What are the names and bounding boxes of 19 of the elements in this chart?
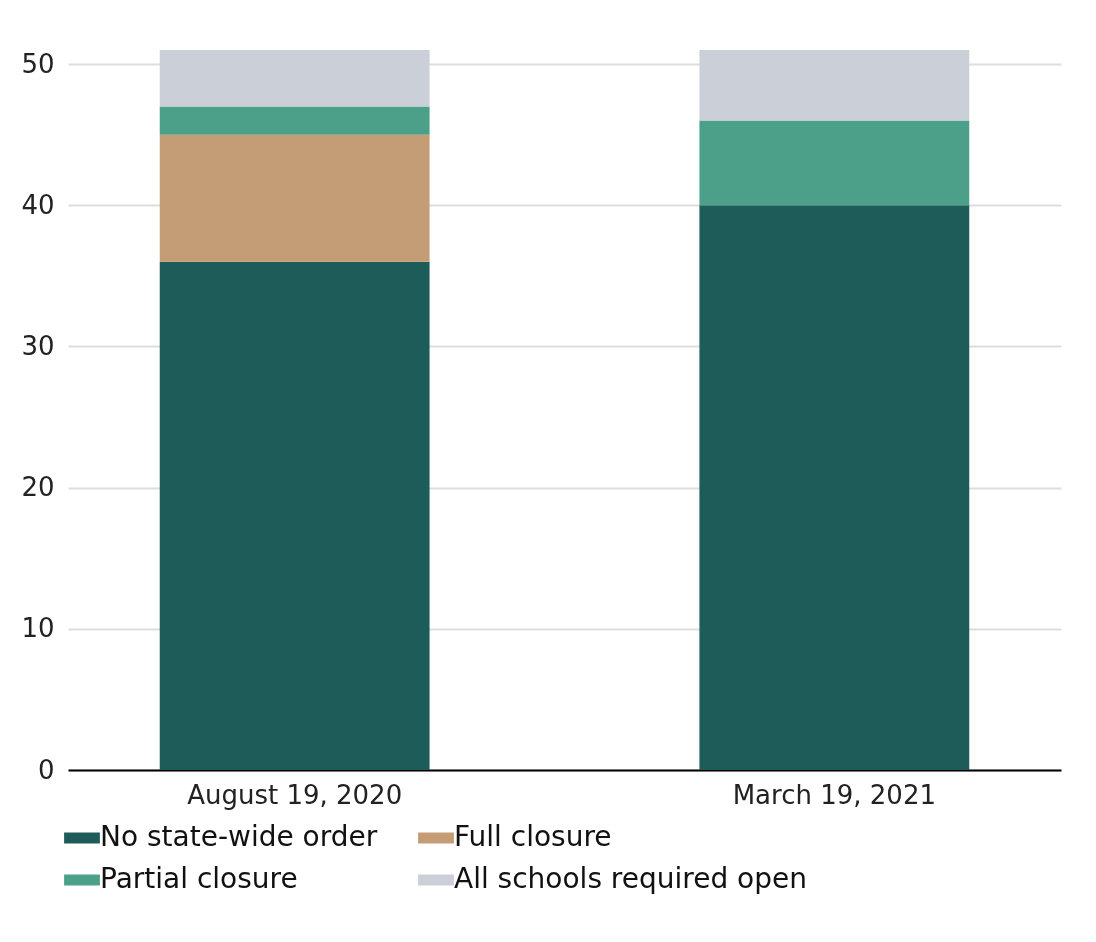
bar — [159, 134, 430, 262]
legend-label: All schools required open — [454, 862, 807, 895]
y-tick-label: 40 — [21, 189, 55, 220]
bar — [699, 205, 970, 770]
y-tick-label: 20 — [21, 472, 55, 503]
legend-label: Full closure — [454, 820, 612, 853]
legend-label: No state-wide order — [100, 820, 378, 853]
y-tick-label: 50 — [21, 48, 55, 79]
bar — [699, 50, 970, 121]
x-tick-label: August 19, 2020 — [187, 779, 403, 810]
x-tick-label: March 19, 2021 — [732, 779, 936, 810]
bar — [159, 261, 430, 770]
y-tick-label: 0 — [37, 754, 55, 785]
bar — [159, 106, 430, 135]
y-tick-label: 10 — [21, 613, 55, 644]
legend-label: Partial closure — [100, 862, 298, 895]
bar — [159, 50, 430, 107]
bar — [699, 120, 970, 206]
y-tick-label: 30 — [21, 330, 55, 361]
